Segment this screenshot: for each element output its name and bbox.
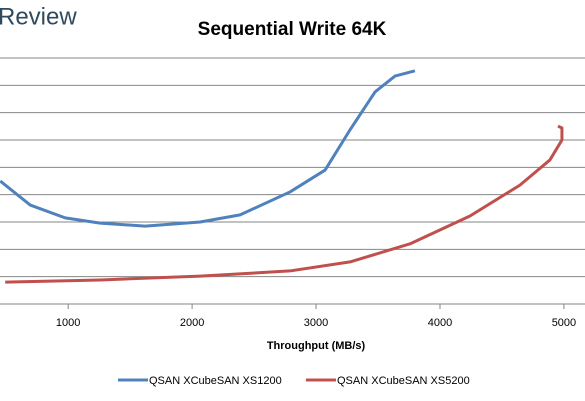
legend-label: QSAN XCubeSAN XS5200 [337, 375, 470, 387]
chart-title: Sequential Write 64K [198, 19, 387, 40]
x-tick-label: 3000 [304, 317, 328, 329]
x-tick-label: 2000 [180, 317, 204, 329]
x-tick-label: 5000 [552, 317, 576, 329]
series-line [0, 69, 416, 228]
watermark: Review [0, 3, 77, 30]
legend-label: QSAN XCubeSAN XS1200 [149, 375, 282, 387]
x-axis-label: Throughput (MB/s) [267, 340, 366, 352]
series-line [5, 124, 564, 284]
x-tick-label: 1000 [56, 317, 80, 329]
x-tick-label: 4000 [428, 317, 452, 329]
